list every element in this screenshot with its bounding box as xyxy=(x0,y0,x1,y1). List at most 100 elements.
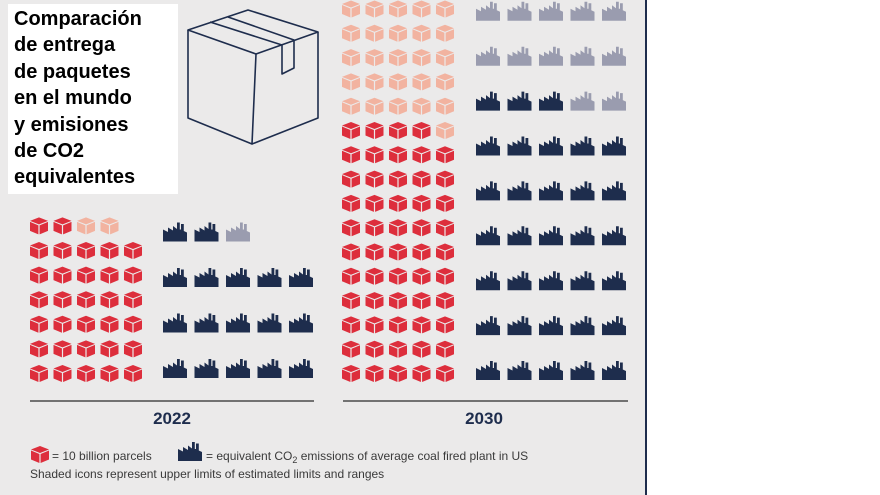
parcel-icon-2030-solid xyxy=(342,146,360,164)
parcel-icon-2030-shaded xyxy=(412,73,431,91)
parcel-icon-2022-solid xyxy=(53,242,72,259)
coal-plant-icon-2030-solid xyxy=(570,316,595,336)
coal-plant-icon-2030-shaded xyxy=(476,46,500,66)
parcel-icon-2030-solid xyxy=(412,365,431,382)
coal-plant-icon-2030-solid xyxy=(570,181,595,201)
parcel-icon-2030-solid xyxy=(436,292,454,310)
parcel-icon-2030-shaded xyxy=(365,49,384,67)
parcel-icon-2030-solid xyxy=(436,267,454,285)
legend-coal-plant-icon xyxy=(178,442,202,461)
parcel-icon-2030-solid xyxy=(389,243,407,261)
coal-plant-icon-2030-shaded xyxy=(602,46,626,66)
parcel-icon-2030-solid xyxy=(365,365,384,382)
parcel-icon-2030-shaded xyxy=(389,24,407,42)
coal-plant-icon-2030-solid xyxy=(539,361,563,380)
parcel-icon-2022-solid xyxy=(30,365,48,382)
legend-note: Shaded icons represent upper limits of e… xyxy=(30,467,384,481)
coal-plant-icon-2022-solid xyxy=(163,359,187,378)
parcel-icon-2022-solid xyxy=(77,365,95,382)
parcel-icon-2022-solid xyxy=(77,291,95,309)
legend-parcel-label: = 10 billion parcels xyxy=(52,449,152,463)
parcel-icon-2030-solid xyxy=(412,243,431,261)
coal-plant-icon-2030-shaded xyxy=(507,46,532,66)
parcel-icon-2022-solid xyxy=(30,340,48,358)
parcel-icon-2022-solid xyxy=(124,315,142,333)
parcel-icon-2030-solid xyxy=(365,219,384,237)
parcel-icon-2030-solid xyxy=(342,194,360,212)
parcel-icon-2030-shaded xyxy=(436,49,454,67)
coal-plant-icon-2030-solid xyxy=(539,271,563,291)
title-box xyxy=(8,4,178,194)
coal-plant-icon-2022-solid xyxy=(289,313,313,333)
legend: = 10 billion parcels = equivalent CO2 em… xyxy=(30,442,528,481)
parcel-icon-2030-shaded xyxy=(342,0,360,18)
coal-plant-icon-2030-solid xyxy=(476,226,500,246)
parcel-icon-2022-solid xyxy=(100,315,119,333)
parcel-icon-2022-solid xyxy=(77,340,95,358)
parcel-icon-2030-solid xyxy=(436,316,454,334)
chart-icons xyxy=(30,0,626,382)
parcel-icon-2030-shaded xyxy=(436,97,454,115)
coal-plant-icon-2030-shaded xyxy=(570,1,595,21)
coal-plant-icon-2022-solid xyxy=(257,268,282,287)
coal-plant-icon-2022-solid xyxy=(194,359,219,378)
coal-plant-icon-2030-solid xyxy=(507,136,532,156)
coal-plant-icon-2022-solid xyxy=(194,313,219,333)
coal-plant-icon-2022-solid xyxy=(257,313,282,333)
panel-border xyxy=(645,0,647,495)
parcel-icon-2030-solid xyxy=(389,194,407,212)
parcel-icon-2030-shaded xyxy=(412,49,431,67)
parcel-icon-2030-shaded xyxy=(436,0,454,18)
parcel-icon-2030-solid xyxy=(436,243,454,261)
parcel-icon-2030-shaded xyxy=(365,0,384,18)
coal-plant-icon-2022-solid xyxy=(194,268,219,287)
parcel-icon-2030-solid xyxy=(436,146,454,164)
parcel-icon-2022-solid xyxy=(100,340,119,358)
coal-plant-icon-2030-solid xyxy=(476,181,500,201)
category-label-2022: 2022 xyxy=(153,409,191,428)
parcel-icon-2022-solid xyxy=(53,315,72,333)
parcel-icon-2030-solid xyxy=(412,219,431,237)
parcel-icon-2022-solid xyxy=(100,266,119,284)
coal-plant-icon-2030-shaded xyxy=(476,1,500,21)
parcel-icon-2030-solid xyxy=(389,170,407,188)
chart-title: Comparación de entrega de paquetes en el… xyxy=(14,8,142,189)
parcel-icon-2030-solid xyxy=(436,340,454,358)
parcel-icon-2030-solid xyxy=(412,340,431,358)
category-label-2030: 2030 xyxy=(465,409,503,428)
parcel-icon-2030-solid xyxy=(436,170,454,188)
parcel-icon-2030-solid xyxy=(342,316,360,334)
coal-plant-icon-2030-solid xyxy=(476,91,500,111)
parcel-icon-2030-shaded xyxy=(365,97,384,115)
coal-plant-icon-2030-solid xyxy=(507,316,532,336)
parcel-icon-2030-shaded xyxy=(342,24,360,42)
parcel-icon-2022-solid xyxy=(100,365,119,382)
parcel-icon-2030-solid xyxy=(412,194,431,212)
coal-plant-icon-2022-solid xyxy=(226,313,250,333)
legend-parcel-icon xyxy=(31,446,49,463)
parcel-icon-2030-solid xyxy=(342,267,360,285)
parcel-icon-2030-solid xyxy=(436,194,454,212)
parcel-icon-2030-solid xyxy=(365,170,384,188)
coal-plant-icon-2030-solid xyxy=(602,136,626,156)
parcel-icon-2030-solid xyxy=(365,243,384,261)
parcel-icon-2022-shaded xyxy=(77,217,95,235)
parcel-icon-2022-solid xyxy=(100,291,119,309)
coal-plant-icon-2030-solid xyxy=(570,226,595,246)
parcel-icon-2030-solid xyxy=(389,267,407,285)
parcel-icon-2022-solid xyxy=(100,242,119,259)
parcel-icon-2030-shaded xyxy=(365,24,384,42)
parcel-icon-2030-solid xyxy=(412,122,431,139)
parcel-icon-2022-solid xyxy=(53,266,72,284)
parcel-icon-2022-shaded xyxy=(100,217,119,235)
parcel-icon-2022-solid xyxy=(77,266,95,284)
parcel-icon-2030-shaded xyxy=(436,122,454,139)
parcel-icon-2030-shaded xyxy=(365,73,384,91)
parcel-icon-2030-solid xyxy=(365,122,384,139)
parcel-icon-2030-solid xyxy=(389,340,407,358)
coal-plant-icon-2030-solid xyxy=(570,271,595,291)
coal-plant-icon-2030-solid xyxy=(476,361,500,380)
parcel-icon-2022-solid xyxy=(53,217,72,235)
coal-plant-icon-2030-solid xyxy=(539,181,563,201)
parcel-icon-2022-solid xyxy=(124,242,142,259)
